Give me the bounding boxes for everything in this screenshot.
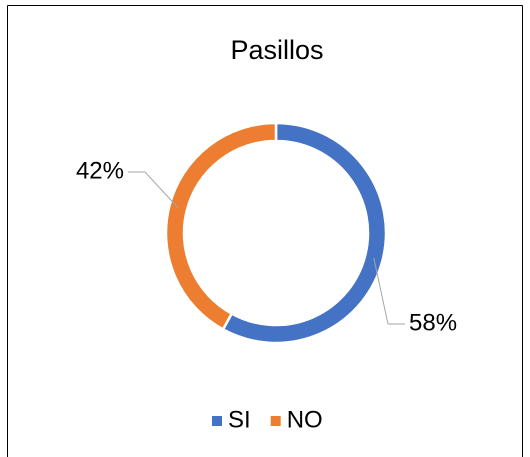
- data-label: 58%: [409, 309, 457, 336]
- legend-label: NO: [287, 406, 323, 433]
- legend-label: SI: [228, 406, 251, 433]
- donut-slice: [164, 121, 278, 332]
- legend-swatch: [212, 416, 222, 426]
- leader-line: [373, 258, 405, 325]
- legend-swatch: [270, 416, 281, 426]
- data-label: 42%: [76, 157, 124, 184]
- chart-title: Pasillos: [230, 35, 323, 65]
- leader-line: [128, 171, 179, 209]
